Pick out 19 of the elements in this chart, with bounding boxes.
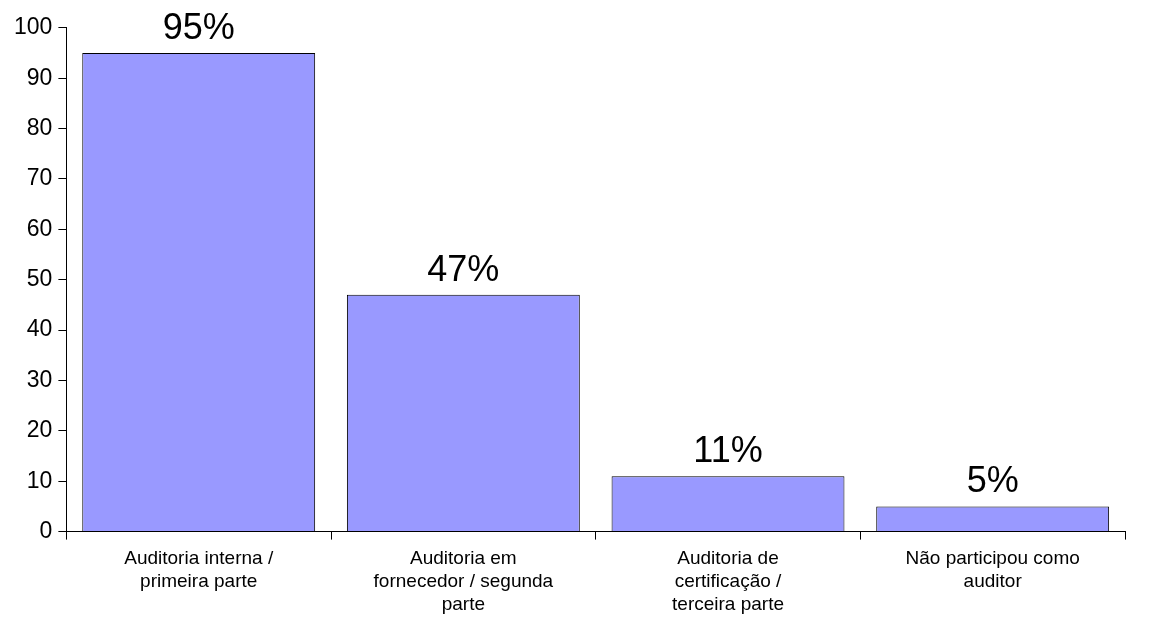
y-tick-label: 20 <box>26 416 53 443</box>
y-tick-label: 70 <box>26 164 53 191</box>
y-tick-label: 0 <box>39 516 53 543</box>
data-label: 95% <box>162 5 235 47</box>
data-label: 11% <box>693 429 763 471</box>
y-tick-label: 10 <box>26 466 53 493</box>
data-label: 47% <box>427 247 500 289</box>
x-tick-label: Não participou como auditor <box>905 547 1080 592</box>
y-tick-label: 90 <box>26 63 53 90</box>
y-tick-label: 100 <box>14 13 53 40</box>
data-label: 5% <box>966 459 1019 501</box>
y-tick-label: 80 <box>26 113 53 140</box>
x-tick-label: Auditoria de certificação / terceira parte <box>672 547 784 614</box>
x-tick-label: Auditoria interna / primeira parte <box>124 547 274 592</box>
y-tick-label: 30 <box>26 365 53 392</box>
y-tick-label: 40 <box>26 315 53 342</box>
y-tick-label: 60 <box>26 214 53 241</box>
x-tick-label: Auditoria em fornecedor / segunda parte <box>373 547 554 614</box>
y-tick-label: 50 <box>26 265 53 292</box>
